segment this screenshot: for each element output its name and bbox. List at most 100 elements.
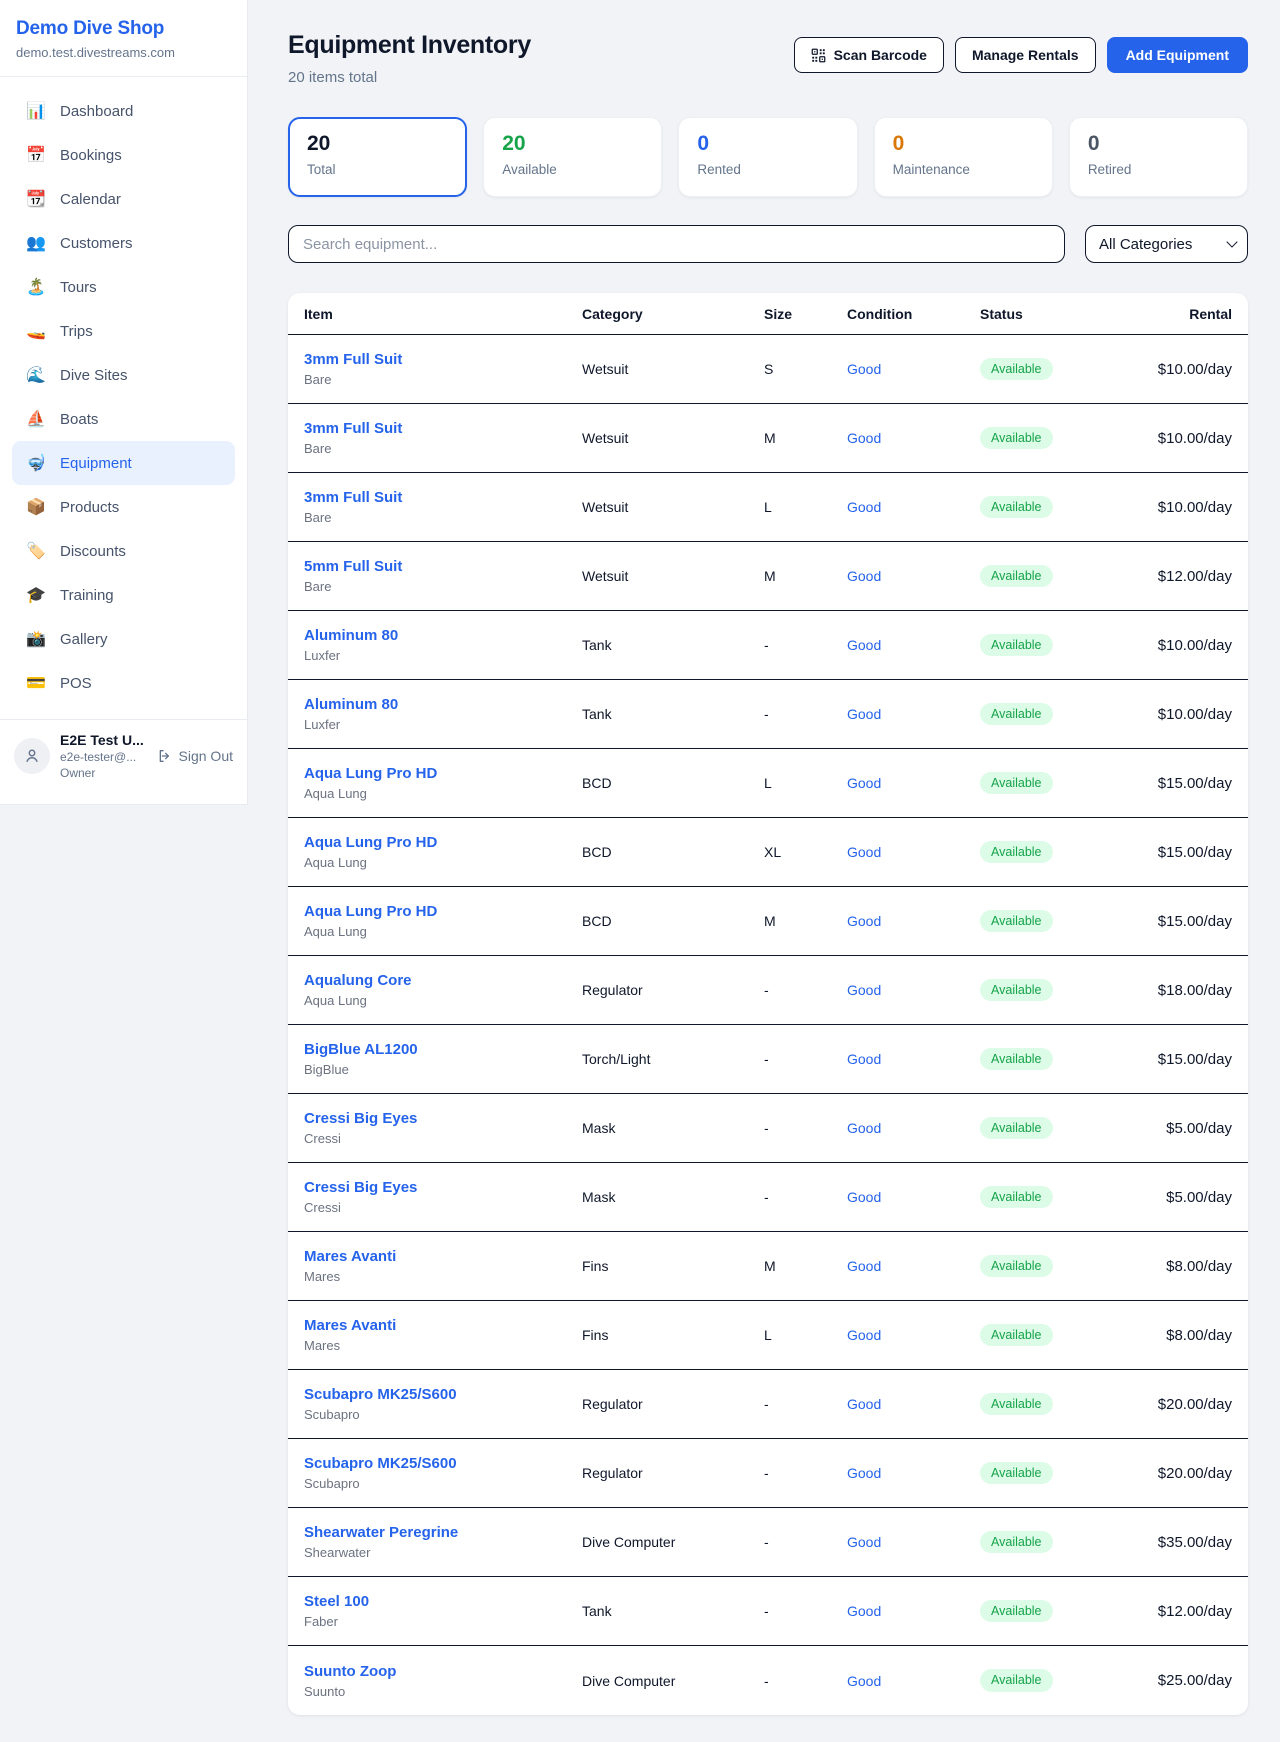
sidebar-item-bookings[interactable]: 📅 Bookings: [12, 133, 235, 177]
user-email: e2e-tester@...: [60, 750, 137, 764]
condition-link[interactable]: Good: [847, 1603, 882, 1619]
condition-cell: Good: [847, 1396, 980, 1412]
condition-link[interactable]: Good: [847, 1672, 882, 1689]
sidebar-item-dive-sites[interactable]: 🌊 Dive Sites: [12, 353, 235, 397]
item-name-link[interactable]: 3mm Full Suit: [304, 420, 403, 437]
table-row: Aluminum 80 Luxfer Tank - Good Available $10.0…: [288, 680, 1248, 749]
status-cell: Available: [980, 426, 1138, 450]
item-name-link[interactable]: 5mm Full Suit: [304, 558, 403, 575]
stat-card-rented[interactable]: 0 Rented: [678, 117, 858, 197]
item-cell: Scubapro MK25/S600 Scubapro: [304, 1455, 582, 1491]
item-name-link[interactable]: Mares Avanti: [304, 1317, 397, 1334]
condition-link[interactable]: Good: [847, 430, 882, 446]
item-name-link[interactable]: Suunto Zoop: [304, 1662, 397, 1680]
item-name-link[interactable]: Aqua Lung Pro HD: [304, 903, 438, 920]
status-badge: Available: [980, 1392, 1053, 1416]
status-cell: Available: [980, 1116, 1138, 1140]
user-role: Owner: [60, 766, 96, 780]
condition-link[interactable]: Good: [847, 844, 882, 860]
sidebar-item-equipment[interactable]: 🤿 Equipment: [12, 441, 235, 485]
condition-link[interactable]: Good: [847, 1465, 882, 1481]
size-cell: L: [764, 775, 772, 791]
category-cell: Wetsuit: [582, 430, 629, 446]
item-name-link[interactable]: Steel 100: [304, 1593, 370, 1610]
category-select[interactable]: All Categories: [1085, 225, 1248, 263]
condition-link[interactable]: Good: [847, 1396, 882, 1412]
condition-link[interactable]: Good: [847, 913, 882, 929]
sidebar-nav: 📊 Dashboard 📅 Bookings 📆 Calendar 👥 Customers 🏝️…: [0, 77, 247, 713]
sidebar-item-discounts[interactable]: 🏷️ Discounts: [12, 529, 235, 573]
column-header-item: Item: [304, 305, 333, 322]
table-row: Steel 100 Faber Tank - Good Available $12.00/d…: [288, 1577, 1248, 1646]
shop-name-link[interactable]: Demo Dive Shop: [16, 18, 165, 39]
condition-link[interactable]: Good: [847, 1051, 882, 1067]
scan-barcode-button[interactable]: Scan Barcode: [793, 37, 944, 73]
item-name-link[interactable]: Aqua Lung Pro HD: [304, 834, 438, 851]
item-name-link[interactable]: 3mm Full Suit: [304, 351, 403, 368]
condition-link[interactable]: Good: [847, 706, 882, 722]
table-row: 3mm Full Suit Bare Wetsuit M Good Available $1…: [288, 404, 1248, 473]
table-row: Aqualung Core Aqua Lung Regulator - Good Avai…: [288, 956, 1248, 1025]
condition-link[interactable]: Good: [847, 775, 882, 791]
condition-link[interactable]: Good: [847, 1327, 882, 1343]
rental-cell: $20.00/day: [1157, 1395, 1232, 1413]
sidebar-item-customers[interactable]: 👥 Customers: [12, 221, 235, 265]
condition-link[interactable]: Good: [847, 982, 882, 998]
sidebar-item-dashboard[interactable]: 📊 Dashboard: [12, 89, 235, 133]
status-cell: Available: [980, 978, 1138, 1002]
condition-link[interactable]: Good: [847, 637, 882, 653]
stat-label: Available: [502, 162, 557, 177]
sidebar-item-boats[interactable]: ⛵ Boats: [12, 397, 235, 441]
item-brand: Aqua Lung: [304, 786, 367, 801]
item-name-link[interactable]: Scubapro MK25/S600: [304, 1386, 457, 1403]
item-name-link[interactable]: Aluminum 80: [304, 627, 399, 644]
condition-link[interactable]: Good: [847, 499, 882, 515]
item-name-link[interactable]: Cressi Big Eyes: [304, 1179, 418, 1196]
status-cell: Available: [980, 1599, 1138, 1623]
sidebar-item-products[interactable]: 📦 Products: [12, 485, 235, 529]
stat-card-total[interactable]: 20 Total: [288, 117, 468, 197]
item-name-link[interactable]: Aqualung Core: [304, 972, 412, 989]
item-cell: Mares Avanti Mares: [304, 1248, 582, 1284]
sign-out-button[interactable]: Sign Out: [157, 748, 233, 764]
sidebar-item-pos[interactable]: 💳 POS: [12, 661, 235, 705]
sidebar-item-gallery[interactable]: 📸 Gallery: [12, 617, 235, 661]
table-row: Aqua Lung Pro HD Aqua Lung BCD XL Good Availa…: [288, 818, 1248, 887]
search-input[interactable]: [288, 225, 1065, 263]
wave-icon: 🌊: [26, 367, 46, 384]
add-equipment-button[interactable]: Add Equipment: [1106, 37, 1248, 73]
stat-card-available[interactable]: 20 Available: [483, 117, 663, 197]
item-name-link[interactable]: Scubapro MK25/S600: [304, 1455, 457, 1472]
condition-link[interactable]: Good: [847, 1120, 882, 1136]
item-name-link[interactable]: Aluminum 80: [304, 696, 399, 713]
scan-barcode-label: Scan Barcode: [833, 47, 927, 63]
condition-link[interactable]: Good: [847, 1189, 882, 1205]
stat-card-maintenance[interactable]: 0 Maintenance: [873, 117, 1053, 197]
sidebar-item-training[interactable]: 🎓 Training: [12, 573, 235, 617]
stat-value: 20: [307, 132, 331, 155]
item-cell: Aqua Lung Pro HD Aqua Lung: [304, 903, 582, 939]
sidebar-item-calendar[interactable]: 📆 Calendar: [12, 177, 235, 221]
condition-link[interactable]: Good: [847, 361, 882, 377]
sidebar-item-trips[interactable]: 🚤 Trips: [12, 309, 235, 353]
manage-rentals-button[interactable]: Manage Rentals: [954, 37, 1096, 73]
rental-cell: $12.00/day: [1157, 1602, 1232, 1620]
item-name-link[interactable]: Cressi Big Eyes: [304, 1110, 418, 1127]
item-brand: Scubapro: [304, 1407, 360, 1422]
item-name-link[interactable]: Shearwater Peregrine: [304, 1524, 459, 1541]
item-name-link[interactable]: BigBlue AL1200: [304, 1041, 418, 1058]
page-title-block: Equipment Inventory 20 items total: [288, 30, 531, 86]
stat-card-retired[interactable]: 0 Retired: [1068, 117, 1249, 197]
sidebar-item-tours[interactable]: 🏝️ Tours: [12, 265, 235, 309]
condition-link[interactable]: Good: [847, 1534, 882, 1550]
condition-cell: Good: [847, 499, 980, 515]
shop-logo-block: Demo Dive Shop demo.test.divestreams.com: [0, 0, 247, 77]
condition-link[interactable]: Good: [847, 1258, 882, 1274]
condition-link[interactable]: Good: [847, 568, 882, 584]
item-name-link[interactable]: 3mm Full Suit: [304, 489, 403, 506]
table-row: Cressi Big Eyes Cressi Mask - Good Available $…: [288, 1163, 1248, 1232]
item-name-link[interactable]: Mares Avanti: [304, 1248, 397, 1265]
item-name-link[interactable]: Aqua Lung Pro HD: [304, 765, 438, 782]
size-cell: L: [764, 499, 772, 515]
item-cell: Aluminum 80 Luxfer: [304, 627, 582, 663]
